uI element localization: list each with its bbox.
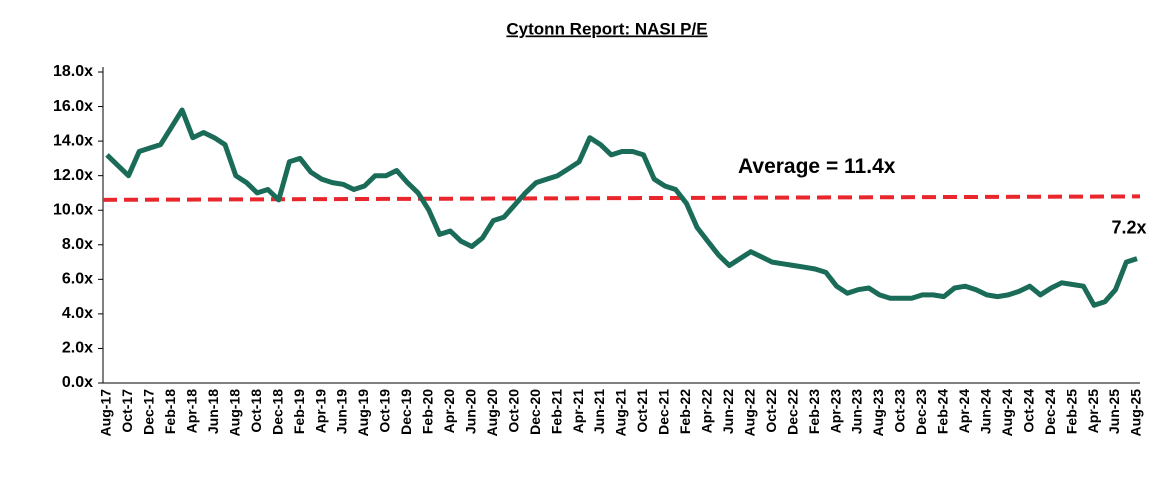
x-tick-label: Apr-18 xyxy=(184,389,200,434)
x-tick-label: Aug-17 xyxy=(98,389,114,437)
x-tick-label: Feb-25 xyxy=(1063,389,1079,434)
x-tick-label: Apr-24 xyxy=(956,389,972,434)
chart-title: Cytonn Report: NASI P/E xyxy=(506,19,707,38)
x-tick-label: Oct-24 xyxy=(1020,389,1036,433)
x-tick-label: Jun-20 xyxy=(462,389,478,434)
x-tick-label: Jun-24 xyxy=(977,389,993,434)
x-tick-label: Oct-20 xyxy=(505,389,521,433)
y-tick-label: 4.0x xyxy=(62,305,93,322)
x-tick-label: Aug-21 xyxy=(613,389,629,437)
y-tick-label: 0.0x xyxy=(62,374,93,391)
x-tick-label: Apr-25 xyxy=(1085,389,1101,434)
x-tick-label: Aug-23 xyxy=(870,389,886,437)
x-tick-label: Apr-20 xyxy=(441,389,457,434)
x-tick-label: Jun-25 xyxy=(1106,389,1122,434)
x-tick-label: Oct-18 xyxy=(248,389,264,433)
x-tick-label: Feb-23 xyxy=(806,389,822,434)
x-tick-label: Feb-21 xyxy=(548,389,564,434)
average-line xyxy=(102,194,1141,202)
x-tick-label: Dec-22 xyxy=(784,389,800,435)
y-tick-label: 12.0x xyxy=(53,167,93,184)
x-tick-label: Jun-21 xyxy=(591,389,607,434)
data-line xyxy=(105,107,1138,308)
x-tick-label: Aug-24 xyxy=(999,389,1015,437)
x-tick-label: Apr-19 xyxy=(312,389,328,434)
x-tick-label: Aug-20 xyxy=(484,389,500,437)
x-tick-label: Dec-19 xyxy=(398,389,414,435)
x-tick-label: Apr-23 xyxy=(827,389,843,434)
x-tick-label: Oct-22 xyxy=(763,389,779,433)
average-label: Average = 11.4x xyxy=(738,155,896,178)
x-tick-label: Aug-18 xyxy=(226,389,242,437)
x-tick-label: Jun-18 xyxy=(205,389,221,434)
last-value-label: 7.2x xyxy=(1111,217,1146,237)
x-tick-label: Jun-22 xyxy=(720,389,736,434)
x-tick-label: Feb-19 xyxy=(291,389,307,434)
x-tick-label: Dec-18 xyxy=(269,389,285,435)
y-tick-label: 6.0x xyxy=(62,271,93,288)
x-tick-label: Feb-22 xyxy=(677,389,693,434)
y-tick-label: 2.0x xyxy=(62,340,93,357)
y-tick-label: 8.0x xyxy=(62,236,93,253)
x-tick-label: Apr-22 xyxy=(699,389,715,434)
y-tick-label: 14.0x xyxy=(53,132,93,149)
x-tick-label: Dec-20 xyxy=(527,389,543,435)
x-tick-label: Jun-23 xyxy=(849,389,865,434)
x-tick-label: Aug-25 xyxy=(1128,389,1144,437)
x-tick-label: Dec-24 xyxy=(1042,389,1058,435)
x-tick-label: Dec-21 xyxy=(656,389,672,435)
x-tick-label: Jun-19 xyxy=(334,389,350,434)
x-tick-label: Oct-23 xyxy=(892,389,908,433)
x-tick-label: Dec-23 xyxy=(913,389,929,435)
y-tick-label: 10.0x xyxy=(53,201,93,218)
y-tick-label: 18.0x xyxy=(53,63,93,80)
x-tick-label: Apr-21 xyxy=(570,389,586,434)
x-tick-label: Oct-19 xyxy=(377,389,393,433)
x-tick-label: Aug-19 xyxy=(355,389,371,437)
x-tick-label: Feb-20 xyxy=(420,389,436,434)
x-tick-label: Oct-21 xyxy=(634,389,650,433)
x-tick-label: Aug-22 xyxy=(741,389,757,437)
x-tick-label: Feb-18 xyxy=(162,389,178,434)
x-tick-label: Feb-24 xyxy=(935,389,951,434)
x-tick-label: Dec-17 xyxy=(141,389,157,435)
y-tick-label: 16.0x xyxy=(53,98,93,115)
x-tick-label: Oct-17 xyxy=(119,389,135,433)
